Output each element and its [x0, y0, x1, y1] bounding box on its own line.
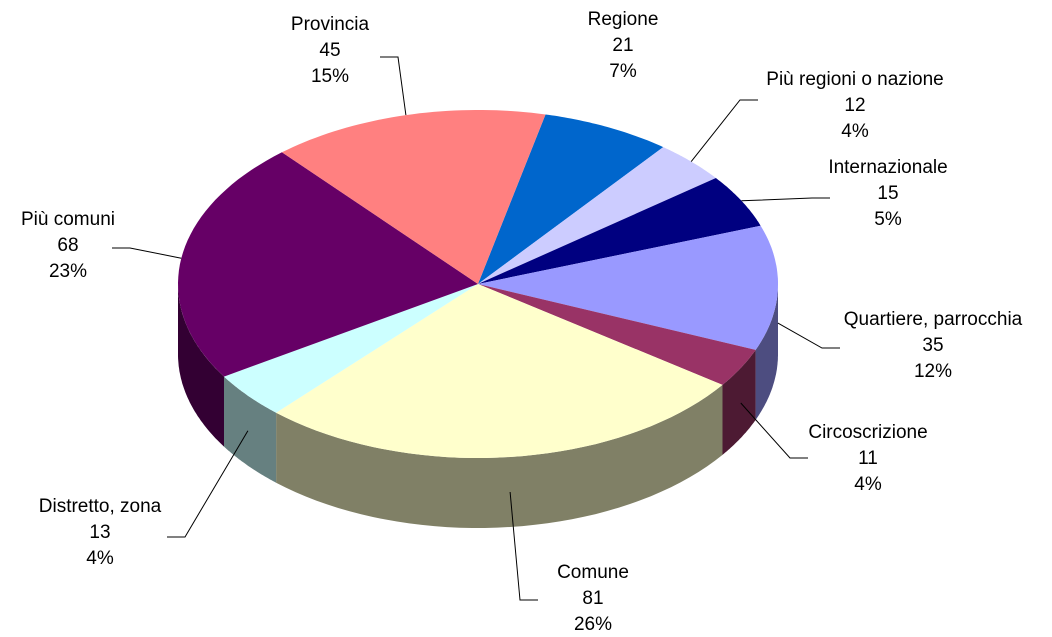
- pie-slice: [281, 110, 546, 284]
- leader-line: [509, 491, 538, 601]
- pie-side: [224, 376, 277, 483]
- pie-slice: [478, 114, 664, 284]
- data-label-percent: 12%: [914, 361, 952, 382]
- leader-line: [380, 56, 407, 116]
- data-label-name: Circoscrizione: [808, 422, 927, 443]
- data-label-name: Quartiere, parrocchia: [844, 309, 1023, 330]
- data-label-value: 21: [612, 35, 633, 56]
- pie-side: [276, 384, 723, 528]
- data-label-value: 81: [582, 588, 603, 609]
- data-label-percent: 7%: [609, 61, 637, 82]
- leader-line: [167, 430, 249, 538]
- data-label-value: 45: [319, 40, 340, 61]
- pie-slice: [478, 147, 716, 284]
- pie-side: [755, 284, 778, 420]
- pie-slice: [178, 152, 478, 377]
- leader-line: [112, 247, 182, 259]
- data-label-name: Regione: [588, 9, 659, 30]
- leader-line: [741, 197, 830, 202]
- data-label-value: 11: [858, 448, 878, 469]
- data-label-percent: 23%: [49, 261, 87, 282]
- pie-side: [722, 349, 756, 455]
- data-label-name: Distretto, zona: [39, 496, 162, 517]
- data-label-value: 35: [922, 335, 943, 356]
- data-label-percent: 15%: [311, 66, 349, 87]
- data-label-percent: 5%: [874, 209, 902, 230]
- data-label-value: 12: [844, 95, 865, 116]
- pie-slice: [276, 284, 723, 458]
- data-label-value: 68: [57, 235, 78, 256]
- leader-line: [740, 402, 808, 459]
- data-label-name: Internazionale: [828, 157, 947, 178]
- pie-slice: [478, 284, 756, 385]
- data-label-percent: 4%: [841, 121, 869, 142]
- pie-slice: [478, 225, 778, 350]
- data-label-percent: 4%: [86, 548, 114, 569]
- data-label-percent: 26%: [574, 614, 612, 635]
- pie-slice: [478, 178, 761, 284]
- data-label-name: Comune: [557, 562, 629, 583]
- leader-line: [690, 99, 758, 162]
- data-label-name: Più comuni: [21, 209, 115, 230]
- data-label-value: 13: [89, 522, 110, 543]
- leader-line: [777, 322, 840, 349]
- data-label-name: Più regioni o nazione: [766, 69, 943, 90]
- data-label-value: 15: [877, 183, 898, 204]
- data-label-percent: 4%: [854, 474, 882, 495]
- pie-slice: [224, 284, 478, 413]
- pie-side: [178, 284, 224, 447]
- data-label-name: Provincia: [291, 14, 370, 35]
